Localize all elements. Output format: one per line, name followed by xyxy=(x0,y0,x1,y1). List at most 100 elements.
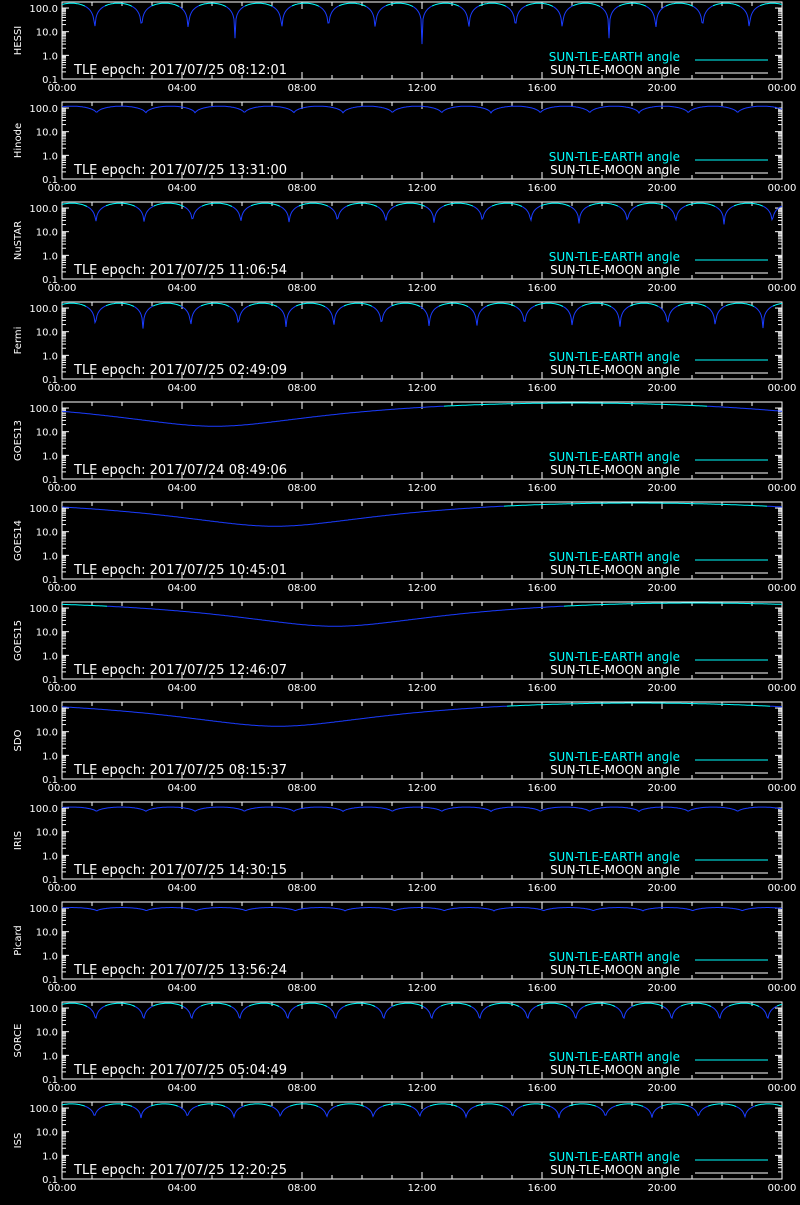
earth-angle-line-high xyxy=(104,1103,133,1107)
legend-moon-label: SUN-TLE-MOON angle xyxy=(550,63,680,77)
legend-moon-label: SUN-TLE-MOON angle xyxy=(550,163,680,177)
y-tick-label: 100.0 xyxy=(29,204,58,215)
legend-earth-label: SUN-TLE-EARTH angle xyxy=(549,950,680,964)
x-tick-label: 08:00 xyxy=(288,1183,317,1194)
earth-angle-line-low xyxy=(662,1005,682,1020)
earth-angle-line-high xyxy=(725,302,755,308)
earth-angle-line-low xyxy=(271,5,293,27)
earth-angle-line-low xyxy=(610,305,631,327)
earth-angle-line-low xyxy=(642,1105,663,1118)
earth-angle-line-high xyxy=(244,2,273,7)
x-tick-label: 12:00 xyxy=(408,683,437,694)
x-tick-label: 00:00 xyxy=(48,1183,77,1194)
x-tick-label: 12:00 xyxy=(408,883,437,894)
earth-angle-line-low xyxy=(85,305,107,325)
earth-angle-line-low xyxy=(422,1005,442,1020)
y-tick-label: 0.1 xyxy=(42,75,58,86)
earth-angle-line-high xyxy=(152,1002,184,1007)
panel-iss: 100.010.01.00.100:00 04:00 08:00 12:00 16:00… xyxy=(13,1101,796,1194)
earth-angle-line-high xyxy=(564,602,783,607)
earth-angle-line-high xyxy=(629,302,659,307)
panel-nustar: 100.010.01.00.100:00 04:00 08:00 12:00 16:00… xyxy=(13,201,796,294)
tle-epoch-label: TLE epoch: 2017/07/25 11:06:54 xyxy=(73,263,287,278)
x-tick-label: 20:00 xyxy=(648,283,677,294)
legend-earth-label: SUN-TLE-EARTH angle xyxy=(549,650,680,664)
earth-angle-line-low xyxy=(324,305,345,325)
earth-angle-line-high xyxy=(200,302,230,307)
earth-angle-line-low xyxy=(707,405,783,412)
earth-angle-line-high xyxy=(584,1002,616,1007)
earth-angle-line-low xyxy=(61,907,783,912)
y-axis-satellite-label: Fermi xyxy=(13,327,24,355)
x-tick-label: 00:00 xyxy=(48,1083,77,1094)
earth-angle-line-high xyxy=(759,2,783,7)
x-tick-label: 04:00 xyxy=(168,383,197,394)
x-tick-label: 20:00 xyxy=(648,183,677,194)
tle-epoch-label: TLE epoch: 2017/07/25 08:12:01 xyxy=(73,63,287,78)
earth-angle-line-high xyxy=(534,302,564,307)
y-tick-label: 100.0 xyxy=(29,804,58,815)
earth-angle-line-high xyxy=(636,202,668,207)
y-tick-label: 0.1 xyxy=(42,1075,58,1086)
x-tick-label: 08:00 xyxy=(288,283,317,294)
earth-angle-line-low xyxy=(86,1005,106,1020)
x-tick-label: 20:00 xyxy=(648,883,677,894)
earth-angle-line-high xyxy=(298,202,329,207)
earth-angle-line-high xyxy=(581,302,612,308)
earth-angle-line-low xyxy=(753,305,774,329)
y-axis-satellite-label: GOES14 xyxy=(13,520,24,561)
legend-moon-label: SUN-TLE-MOON angle xyxy=(550,763,680,777)
x-tick-label: 12:00 xyxy=(408,583,437,594)
x-tick-label: 04:00 xyxy=(168,583,197,594)
earth-angle-line-low xyxy=(231,205,252,221)
earth-angle-line-low xyxy=(327,205,348,220)
x-tick-label: 00:00 xyxy=(768,583,797,594)
earth-angle-line-low xyxy=(270,1105,291,1117)
earth-angle-line-high xyxy=(486,302,516,307)
x-tick-label: 00:00 xyxy=(48,883,77,894)
x-tick-label: 00:00 xyxy=(48,583,77,594)
panel-goes13: 100.010.01.00.100:00 04:00 08:00 12:00 16:00… xyxy=(13,401,796,494)
earth-angle-line-low xyxy=(521,205,542,223)
earth-angle-line-low xyxy=(767,505,783,508)
earth-angle-line-low xyxy=(614,1005,634,1020)
earth-angle-line-high xyxy=(346,202,378,207)
earth-angle-line-low xyxy=(595,1105,617,1116)
earth-angle-line-high xyxy=(536,1002,568,1007)
y-tick-label: 1.0 xyxy=(42,251,58,262)
earth-angle-line-low xyxy=(61,105,783,115)
y-tick-label: 100.0 xyxy=(29,104,58,115)
x-tick-label: 00:00 xyxy=(768,683,797,694)
earth-angle-line-high xyxy=(572,2,601,8)
earth-angle-line-high xyxy=(243,1103,272,1107)
tle-epoch-label: TLE epoch: 2017/07/25 08:15:37 xyxy=(73,763,287,778)
tle-epoch-label: TLE epoch: 2017/07/25 05:04:49 xyxy=(73,1063,287,1078)
earth-angle-line-high xyxy=(201,202,233,207)
x-tick-label: 08:00 xyxy=(288,883,317,894)
x-tick-label: 00:00 xyxy=(48,83,77,94)
earth-angle-line-low xyxy=(714,205,735,225)
legend-earth-label: SUN-TLE-EARTH angle xyxy=(549,1150,680,1164)
legend-earth-label: SUN-TLE-EARTH angle xyxy=(549,450,680,464)
earth-angle-line-high xyxy=(443,202,474,207)
y-tick-label: 1.0 xyxy=(42,51,58,62)
earth-angle-line-high xyxy=(105,302,135,308)
x-tick-label: 16:00 xyxy=(528,1183,557,1194)
legend-earth-label: SUN-TLE-EARTH angle xyxy=(549,250,680,264)
x-tick-label: 04:00 xyxy=(168,183,197,194)
x-tick-label: 00:00 xyxy=(48,683,77,694)
y-axis-satellite-label: ISS xyxy=(13,1133,24,1149)
earth-angle-line-low xyxy=(562,305,583,326)
x-tick-label: 12:00 xyxy=(408,1083,437,1094)
earth-angle-line-low xyxy=(279,205,300,223)
earth-angle-line-low xyxy=(657,305,679,323)
x-tick-label: 08:00 xyxy=(288,1083,317,1094)
y-axis-satellite-label: SDO xyxy=(13,729,24,751)
x-tick-label: 04:00 xyxy=(168,483,197,494)
earth-angle-line-high xyxy=(488,1002,520,1007)
y-axis-satellite-label: HESSI xyxy=(13,26,24,55)
earth-angle-line-low xyxy=(470,1005,490,1020)
y-tick-label: 100.0 xyxy=(29,404,58,415)
x-tick-label: 12:00 xyxy=(408,483,437,494)
earth-angle-line-high xyxy=(438,302,469,308)
